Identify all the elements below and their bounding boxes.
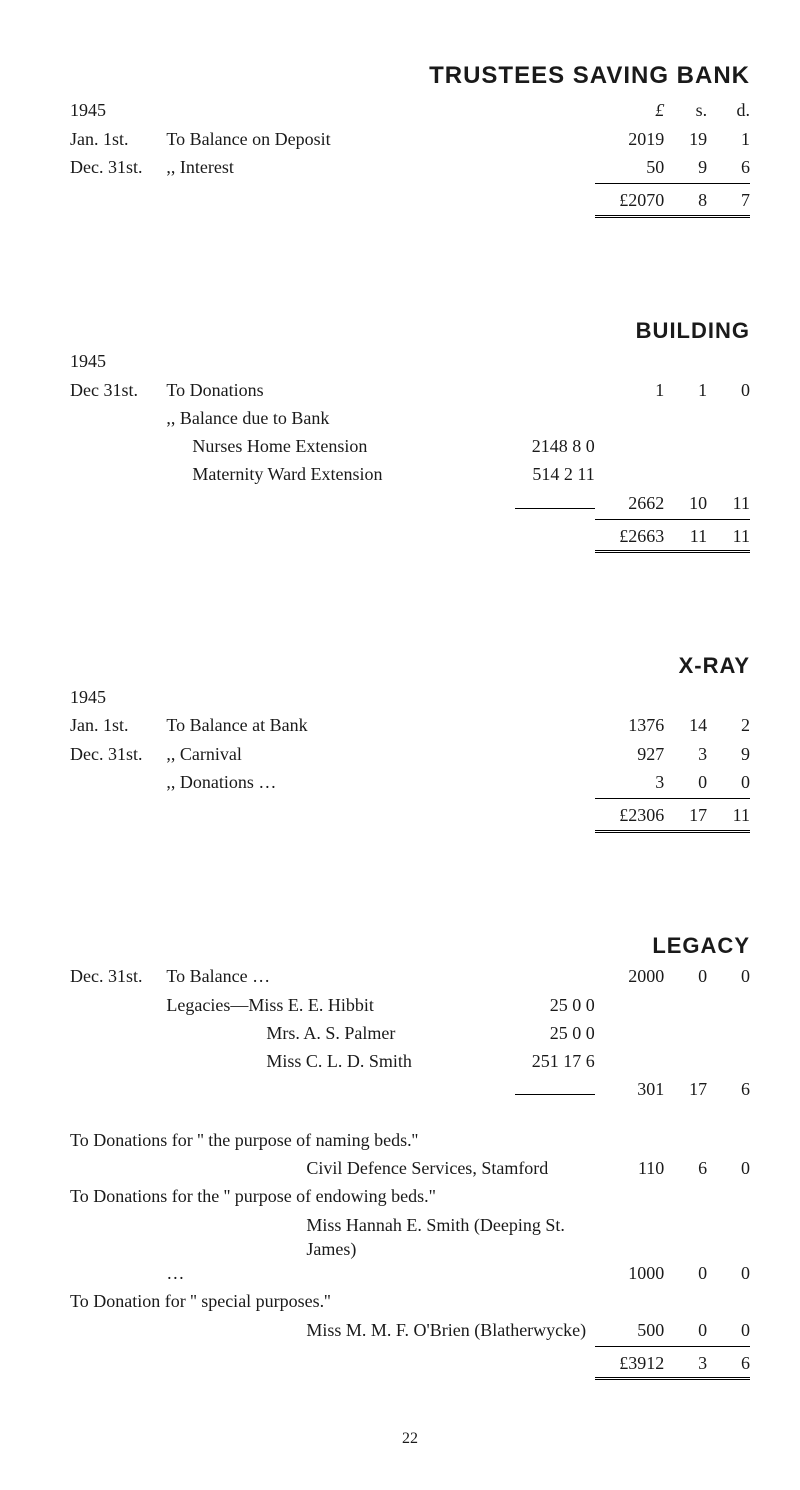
legacy-heading: LEGACY [70,931,750,961]
table-row: Maternity Ward Extension 514 2 11 [70,460,750,488]
legacy-total: £3912 3 6 [70,1349,750,1379]
year-label: 1945 [70,347,166,375]
table-row: Miss Hannah E. Smith (Deeping St. James)… [70,1211,750,1288]
table-row: Jan. 1st. To Balance at Bank 1376 14 2 [70,711,750,739]
table-row: Jan. 1st. To Balance on Deposit 2019 19 … [70,125,750,153]
table-row: Nurses Home Extension 2148 8 0 [70,432,750,460]
building-total: £2663 11 11 [70,522,750,552]
trustees-total: £2070 8 7 [70,186,750,216]
table-row: Mrs. A. S. Palmer 25 0 0 [70,1019,750,1047]
table-row: ,, Balance due to Bank [70,404,750,432]
xray-heading: X-RAY [70,651,750,681]
trustees-table: 1945 £ s. d. Jan. 1st. To Balance on Dep… [70,96,750,225]
xray-table: 1945 Jan. 1st. To Balance at Bank 1376 1… [70,683,750,840]
table-row: Miss M. M. F. O'Brien (Blatherwycke) 500… [70,1316,750,1344]
table-row: To Donation for '' special purposes.'' [70,1287,750,1315]
page-number: 22 [70,1428,750,1450]
lsd-s: s. [664,96,707,124]
table-row: ,, Donations … 3 0 0 [70,768,750,796]
table-row: Dec. 31st. ,, Interest 50 9 6 [70,153,750,181]
xray-total: £2306 17 11 [70,801,750,831]
building-heading: BUILDING [70,316,750,346]
table-row: Legacies—Miss E. E. Hibbit 25 0 0 [70,991,750,1019]
year-label: 1945 [70,96,166,124]
table-row: Dec. 31st. ,, Carnival 927 3 9 [70,740,750,768]
building-table: 1945 Dec 31st. To Donations 1 1 0 ,, Bal… [70,347,750,561]
lsd-l: £ [595,96,665,124]
year-label: 1945 [70,683,166,711]
table-row: Civil Defence Services, Stamford 110 6 0 [70,1154,750,1182]
page-title: TRUSTEES SAVING BANK [70,60,750,92]
lsd-d: d. [707,96,750,124]
table-row: To Donations for the '' purpose of endow… [70,1182,750,1210]
table-row: Dec. 31st. To Balance … 2000 0 0 [70,962,750,990]
table-row: Miss C. L. D. Smith 251 17 6 [70,1047,750,1075]
table-row: To Donations for '' the purpose of namin… [70,1126,750,1154]
table-row: Dec 31st. To Donations 1 1 0 [70,376,750,404]
legacy-table: Dec. 31st. To Balance … 2000 0 0 Legacie… [70,962,750,1388]
